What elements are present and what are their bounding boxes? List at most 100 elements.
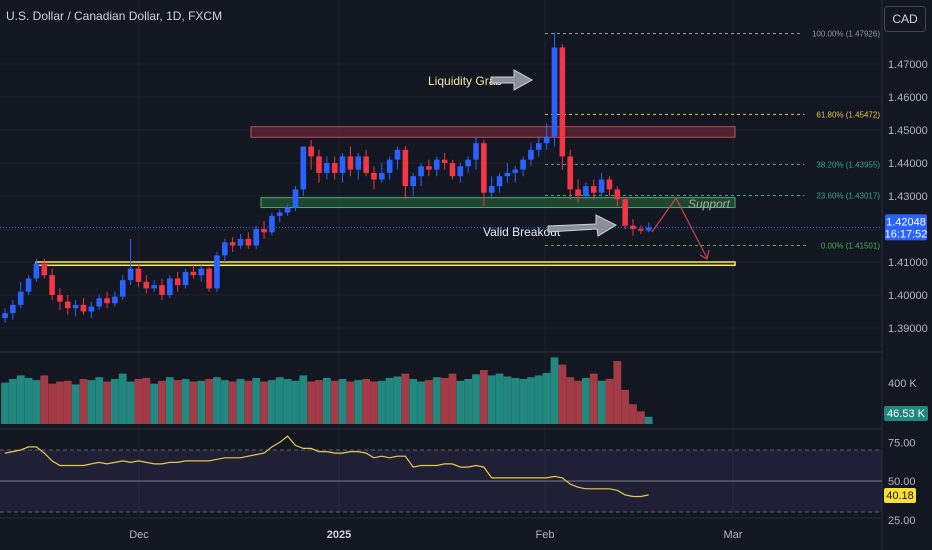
candle-body — [10, 304, 16, 314]
volume-bar — [432, 377, 441, 424]
rsi-pane — [0, 435, 882, 513]
time-label-dec: Dec — [129, 529, 149, 541]
volume-bar — [330, 380, 339, 424]
volume-bar — [597, 380, 606, 424]
valid-breakout-annotation: Valid Breakout — [483, 214, 618, 239]
volume-bar — [220, 380, 229, 424]
volume-bar — [338, 379, 347, 424]
volume-bar — [503, 376, 512, 424]
last-price-badge: 1.42048 16:17:52 — [885, 214, 927, 241]
fib-label-bg — [804, 158, 882, 169]
candle-body — [536, 143, 542, 150]
volume-bar — [142, 377, 151, 424]
candle-body — [284, 207, 291, 213]
fib-label-bg — [804, 108, 882, 119]
candle-body — [402, 149, 409, 187]
volume-bar — [582, 377, 590, 424]
candle-body — [433, 159, 440, 170]
volume-last-badge: 46.53 K — [884, 406, 928, 421]
volume-bar — [291, 380, 300, 424]
candle-body — [206, 268, 212, 289]
volume-bar — [63, 380, 72, 424]
candles — [2, 33, 652, 324]
volume-bar — [283, 379, 292, 424]
volume-bar — [487, 375, 496, 424]
volume-bar — [370, 381, 378, 424]
candle-body — [159, 285, 165, 295]
candle-body — [614, 189, 621, 200]
candle-body — [331, 163, 338, 173]
currency-button[interactable]: CAD — [884, 6, 926, 32]
volume-bar — [260, 381, 268, 424]
candle-body — [512, 169, 519, 173]
support-label: Support — [688, 197, 731, 211]
volume-bar — [589, 373, 598, 424]
candle-body — [410, 176, 416, 187]
volume-bar — [629, 404, 637, 424]
time-label-mar: Mar — [724, 529, 743, 541]
candle-body — [386, 159, 393, 173]
volume-bar — [558, 364, 567, 424]
time-axis[interactable]: Dec 2025 Feb Mar — [129, 529, 743, 541]
volume-bar — [173, 380, 182, 424]
candle-body — [214, 255, 220, 289]
grid — [0, 0, 882, 518]
candle-body — [488, 186, 495, 193]
volume-bar — [111, 379, 119, 424]
candle-body — [65, 301, 71, 309]
volume-bar — [417, 381, 425, 424]
candle-body — [25, 278, 32, 292]
candle-body — [465, 159, 471, 167]
price-tick: 1.39000 — [888, 323, 928, 335]
rsi-axis[interactable]: 75.00 50.00 25.00 — [888, 437, 916, 527]
candle-body — [182, 271, 189, 286]
candle-body — [457, 166, 464, 177]
volume-tick: 400 K — [888, 378, 917, 390]
volume-bar — [644, 416, 653, 424]
volume-bar — [440, 377, 449, 424]
fib-label: 0.00% (1.41501) — [821, 241, 880, 250]
candle-body — [622, 199, 628, 226]
volume-bar — [40, 375, 49, 424]
volume-last: 46.53 K — [887, 408, 926, 420]
candle-body — [481, 143, 487, 193]
volume-bar — [87, 380, 96, 424]
volume-bar — [613, 361, 622, 424]
candle-body — [33, 263, 40, 279]
fib-label-bg — [809, 239, 882, 250]
candle-body — [543, 136, 550, 144]
volume-bar — [158, 380, 166, 424]
candle-body — [473, 143, 479, 160]
volume-bar — [636, 411, 645, 424]
volume-bar — [299, 375, 308, 424]
volume-bar — [118, 373, 127, 424]
candle-body — [449, 163, 456, 177]
volume-bar — [134, 379, 143, 424]
volume-bar — [8, 379, 17, 424]
candle-body — [379, 172, 385, 180]
rsi-tick: 75.00 — [888, 437, 916, 449]
rsi-tick: 50.00 — [888, 476, 916, 488]
candle-body — [418, 166, 424, 177]
candle-body — [347, 156, 354, 170]
candle-body — [394, 149, 401, 160]
price-axis[interactable]: 1.47000 1.46000 1.45000 1.44000 1.43000 1.410… — [888, 59, 928, 335]
candle-body — [528, 149, 534, 160]
volume-bar — [519, 379, 527, 424]
candle-body — [575, 189, 581, 196]
candle-body — [127, 268, 134, 281]
volume-bar — [197, 380, 206, 424]
candle-body — [559, 47, 566, 157]
volume-bar — [354, 380, 363, 424]
fib-label: 23.60% (1.43017) — [816, 191, 880, 200]
fib-label: 38.20% (1.43955) — [816, 160, 880, 169]
candle-body — [583, 186, 589, 196]
volume-bar — [16, 375, 25, 424]
volume-bar — [268, 380, 276, 424]
valid-breakout-arrow — [547, 214, 618, 237]
volume-bar — [605, 379, 614, 424]
volume-bar — [315, 380, 323, 424]
liquidity-grab-annotation: Liquidity Grab — [428, 69, 534, 91]
volume-bar — [574, 380, 582, 424]
